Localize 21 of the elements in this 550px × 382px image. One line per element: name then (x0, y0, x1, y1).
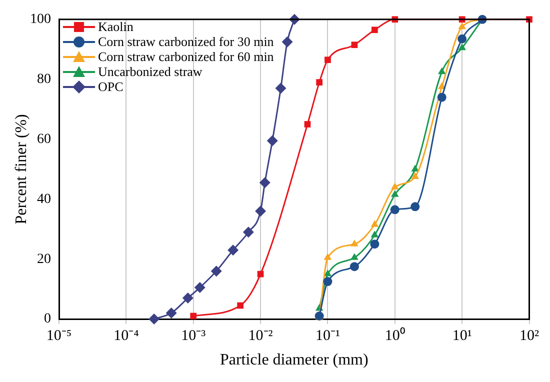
legend-label: OPC (98, 79, 124, 94)
x-tick-label: 10⁰ (384, 326, 405, 344)
x-tick-label: 10¹ (452, 328, 472, 344)
x-tick-label: 10⁻¹ (315, 328, 340, 344)
legend-label: Corn straw carbonized for 60 min (98, 49, 274, 64)
y-tick-label: 0 (44, 312, 51, 327)
x-tick-label: 10⁻² (248, 328, 274, 344)
x-axis-title: Particle diameter (mm) (220, 352, 368, 369)
y-tick-label: 100 (30, 12, 51, 28)
x-tick-label: 10⁻⁵ (46, 328, 72, 344)
y-tick-label: 80 (37, 72, 51, 87)
x-tick-label: 10² (520, 328, 540, 344)
legend-label: Corn straw carbonized for 30 min (98, 34, 274, 49)
y-tick-label: 60 (37, 132, 51, 147)
y-tick-label: 20 (37, 252, 51, 267)
x-tick-label: 10⁻³ (181, 328, 206, 344)
legend-label: Kaolin (98, 19, 134, 34)
x-tick-label: 10⁻⁴ (114, 328, 139, 344)
y-tick-label: 40 (37, 192, 51, 207)
legend-label: Uncarbonized straw (98, 64, 202, 79)
y-axis-title: Percent finer (%) (12, 114, 30, 224)
